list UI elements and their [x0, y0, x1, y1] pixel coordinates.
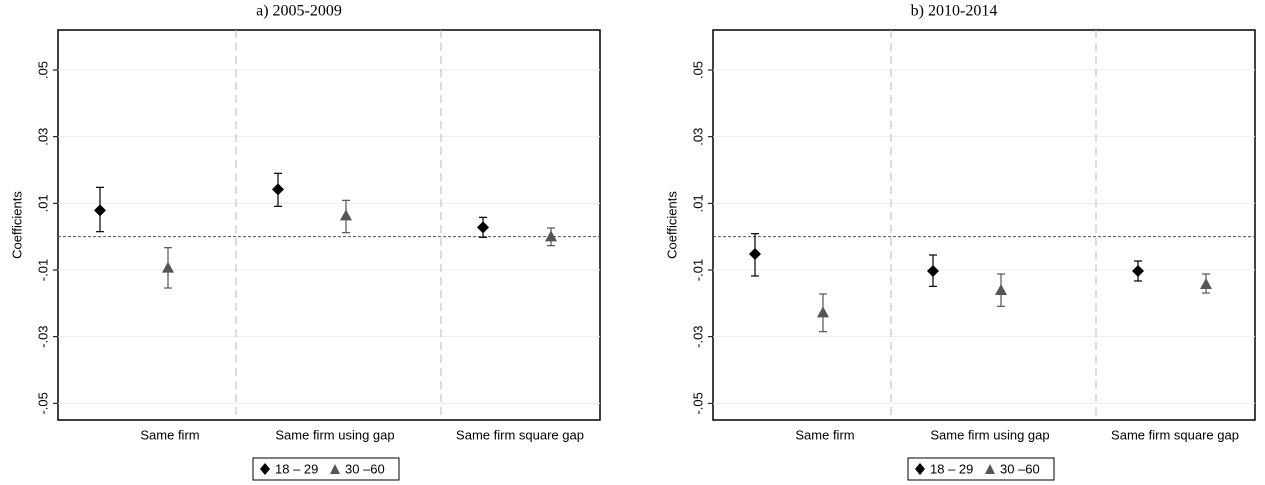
x-tick-label: Same firm square gap [1111, 427, 1239, 442]
point-diamond [749, 248, 761, 260]
y-tick-label: .01 [690, 194, 705, 212]
point-diamond [1132, 265, 1144, 277]
x-tick-label: Same firm square gap [456, 427, 584, 442]
legend-box [907, 457, 1055, 481]
y-axis-label: Coefficients [664, 191, 679, 259]
legend-label: 18 – 29 [275, 461, 318, 476]
y-tick-label: .03 [35, 128, 50, 146]
plot-frame [57, 29, 601, 421]
x-tick-label: Same firm [795, 427, 854, 442]
chart-title: b) 2010-2014 [911, 3, 998, 20]
legend-label: 18 – 29 [930, 461, 973, 476]
y-tick-label: -.01 [35, 259, 50, 281]
legend-label: 30 –60 [1000, 461, 1040, 476]
y-tick-label: .03 [690, 128, 705, 146]
legend-box [252, 457, 400, 481]
point-triangle [817, 306, 829, 318]
point-triangle [162, 261, 174, 273]
chart-title: a) 2005-2009 [256, 3, 342, 20]
point-diamond [927, 265, 939, 277]
y-axis-label: Coefficients [9, 191, 24, 259]
legend-marker [915, 463, 925, 475]
y-tick-label: .05 [35, 61, 50, 79]
legend-label: 30 –60 [345, 461, 385, 476]
y-tick-label: .01 [35, 194, 50, 212]
x-tick-label: Same firm [140, 427, 199, 442]
y-tick-label: .05 [690, 61, 705, 79]
legend-marker [985, 464, 995, 474]
legend-marker [260, 463, 270, 475]
x-tick-label: Same firm using gap [930, 427, 1049, 442]
plot-frame [712, 29, 1256, 421]
y-tick-label: -.05 [35, 392, 50, 414]
point-triangle [1200, 278, 1212, 289]
point-diamond [94, 204, 106, 217]
point-triangle [340, 209, 352, 221]
y-tick-label: -.05 [690, 392, 705, 414]
legend-marker [330, 464, 340, 474]
y-tick-label: -.01 [690, 259, 705, 281]
point-triangle [995, 284, 1007, 295]
point-triangle [545, 230, 557, 242]
y-tick-label: -.03 [35, 325, 50, 347]
point-diamond [477, 221, 489, 234]
x-tick-label: Same firm using gap [275, 427, 394, 442]
y-tick-label: -.03 [690, 325, 705, 347]
point-diamond [272, 183, 284, 196]
